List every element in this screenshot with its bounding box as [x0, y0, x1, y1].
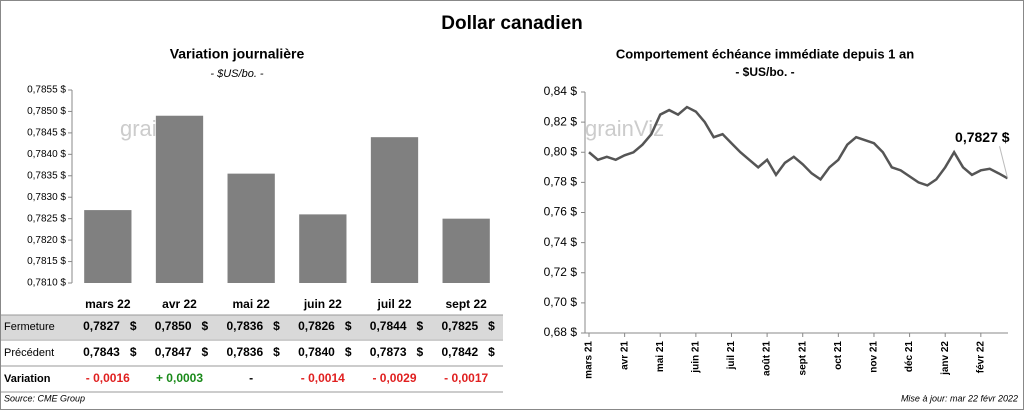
x-tick-label: nov 21 — [869, 341, 880, 373]
cell: 0,7873 — [370, 345, 407, 359]
cell-unit: $ — [202, 319, 209, 333]
cell: - 0,0029 — [372, 371, 416, 385]
line-title: Comportement échéance immédiate depuis 1… — [616, 46, 914, 61]
cell: - — [249, 371, 253, 385]
source: Source: CME Group — [4, 393, 85, 403]
x-tick-label: déc 21 — [904, 341, 915, 373]
bar — [370, 137, 419, 283]
row-label: Fermeture — [4, 321, 55, 333]
row-label: Précédent — [4, 347, 54, 359]
leader — [999, 146, 1009, 179]
cell: - 0,0014 — [301, 371, 345, 385]
y-tick-label: 0,74 $ — [544, 235, 578, 249]
cell-unit: $ — [130, 345, 137, 359]
y-tick-label: 0,7830 $ — [27, 192, 66, 203]
cell-unit: $ — [273, 319, 280, 333]
cell-unit: $ — [417, 345, 424, 359]
y-tick-label: 0,7855 $ — [27, 85, 66, 96]
cell: - 0,0017 — [444, 371, 488, 385]
x-tick-label: févr 22 — [975, 341, 986, 374]
x-tick-label: oct 21 — [833, 341, 844, 370]
x-tick-label: sept 22 — [445, 297, 487, 311]
cell: 0,7844 — [370, 319, 407, 333]
y-tick-label: 0,80 $ — [544, 144, 578, 158]
bar — [155, 115, 204, 283]
cell-unit: $ — [273, 345, 280, 359]
cell-unit: $ — [417, 319, 424, 333]
line — [588, 105, 1009, 187]
cell-unit: $ — [488, 319, 495, 333]
x-tick-label: avr 22 — [162, 297, 197, 311]
y-tick-label: 0,7825 $ — [27, 213, 66, 224]
cell: 0,7850 — [155, 319, 192, 333]
line-subtitle: - $US/bo. - — [735, 65, 794, 79]
bar — [299, 214, 347, 283]
y-tick-label: 0,7820 $ — [27, 235, 66, 246]
y-tick-label: 0,72 $ — [544, 265, 578, 279]
bar-title: Variation journalière — [170, 46, 305, 62]
cell: 0,7826 — [298, 319, 335, 333]
bar — [227, 173, 275, 283]
y-tick-label: 0,78 $ — [544, 175, 578, 189]
cell: 0,7827 — [83, 319, 120, 333]
page-title: Dollar canadien — [441, 13, 583, 34]
y-tick-label: 0,7810 $ — [27, 278, 66, 289]
x-tick-label: juin 21 — [691, 341, 702, 374]
x-tick-label: août 21 — [762, 341, 773, 376]
x-tick-label: mars 21 — [584, 341, 595, 379]
cell: 0,7842 — [441, 345, 478, 359]
row-label: Variation — [4, 373, 51, 385]
cell-unit: $ — [130, 319, 137, 333]
cell-unit: $ — [488, 345, 495, 359]
x-tick-label: mars 22 — [85, 297, 131, 311]
y-tick-label: 0,82 $ — [544, 114, 578, 128]
watermark: grainViz — [585, 116, 664, 141]
y-tick-label: 0,7835 $ — [27, 170, 66, 181]
y-tick-label: 0,70 $ — [544, 295, 578, 309]
row-band — [1, 315, 503, 339]
x-tick-label: mai 22 — [232, 297, 270, 311]
y-tick-label: 0,68 $ — [544, 325, 578, 339]
bar — [84, 210, 132, 283]
cell: 0,7847 — [155, 345, 192, 359]
bar-subtitle: - $US/bo. - — [210, 68, 264, 80]
cell: 0,7843 — [83, 345, 120, 359]
last-value-label: 0,7827 $ — [955, 129, 1010, 145]
cell-unit: $ — [345, 319, 352, 333]
y-tick-label: 0,76 $ — [544, 205, 578, 219]
x-tick-label: juil 21 — [726, 341, 737, 371]
cell-unit: $ — [202, 345, 209, 359]
x-tick-label: juin 22 — [303, 297, 342, 311]
x-tick-label: mai 21 — [655, 341, 666, 373]
y-tick-label: 0,7840 $ — [27, 149, 66, 160]
cell: 0,7836 — [226, 345, 263, 359]
bar — [442, 218, 490, 283]
update-note: Mise à jour: mar 22 févr 2022 — [901, 393, 1018, 403]
x-tick-label: sept 21 — [797, 341, 808, 376]
cell: + 0,0003 — [156, 371, 203, 385]
cell: 0,7836 — [226, 319, 263, 333]
y-tick-label: 0,7850 $ — [27, 106, 66, 117]
x-tick-label: juil 22 — [376, 297, 411, 311]
cell: 0,7840 — [298, 345, 335, 359]
cell: 0,7825 — [441, 319, 478, 333]
cell-unit: $ — [345, 345, 352, 359]
cell: - 0,0016 — [86, 371, 130, 385]
y-tick-label: 0,84 $ — [544, 84, 578, 98]
y-tick-label: 0,7845 $ — [27, 128, 66, 139]
x-tick-label: janv 22 — [940, 341, 951, 376]
x-tick-label: avr 21 — [619, 341, 630, 370]
y-tick-label: 0,7815 $ — [27, 256, 66, 267]
